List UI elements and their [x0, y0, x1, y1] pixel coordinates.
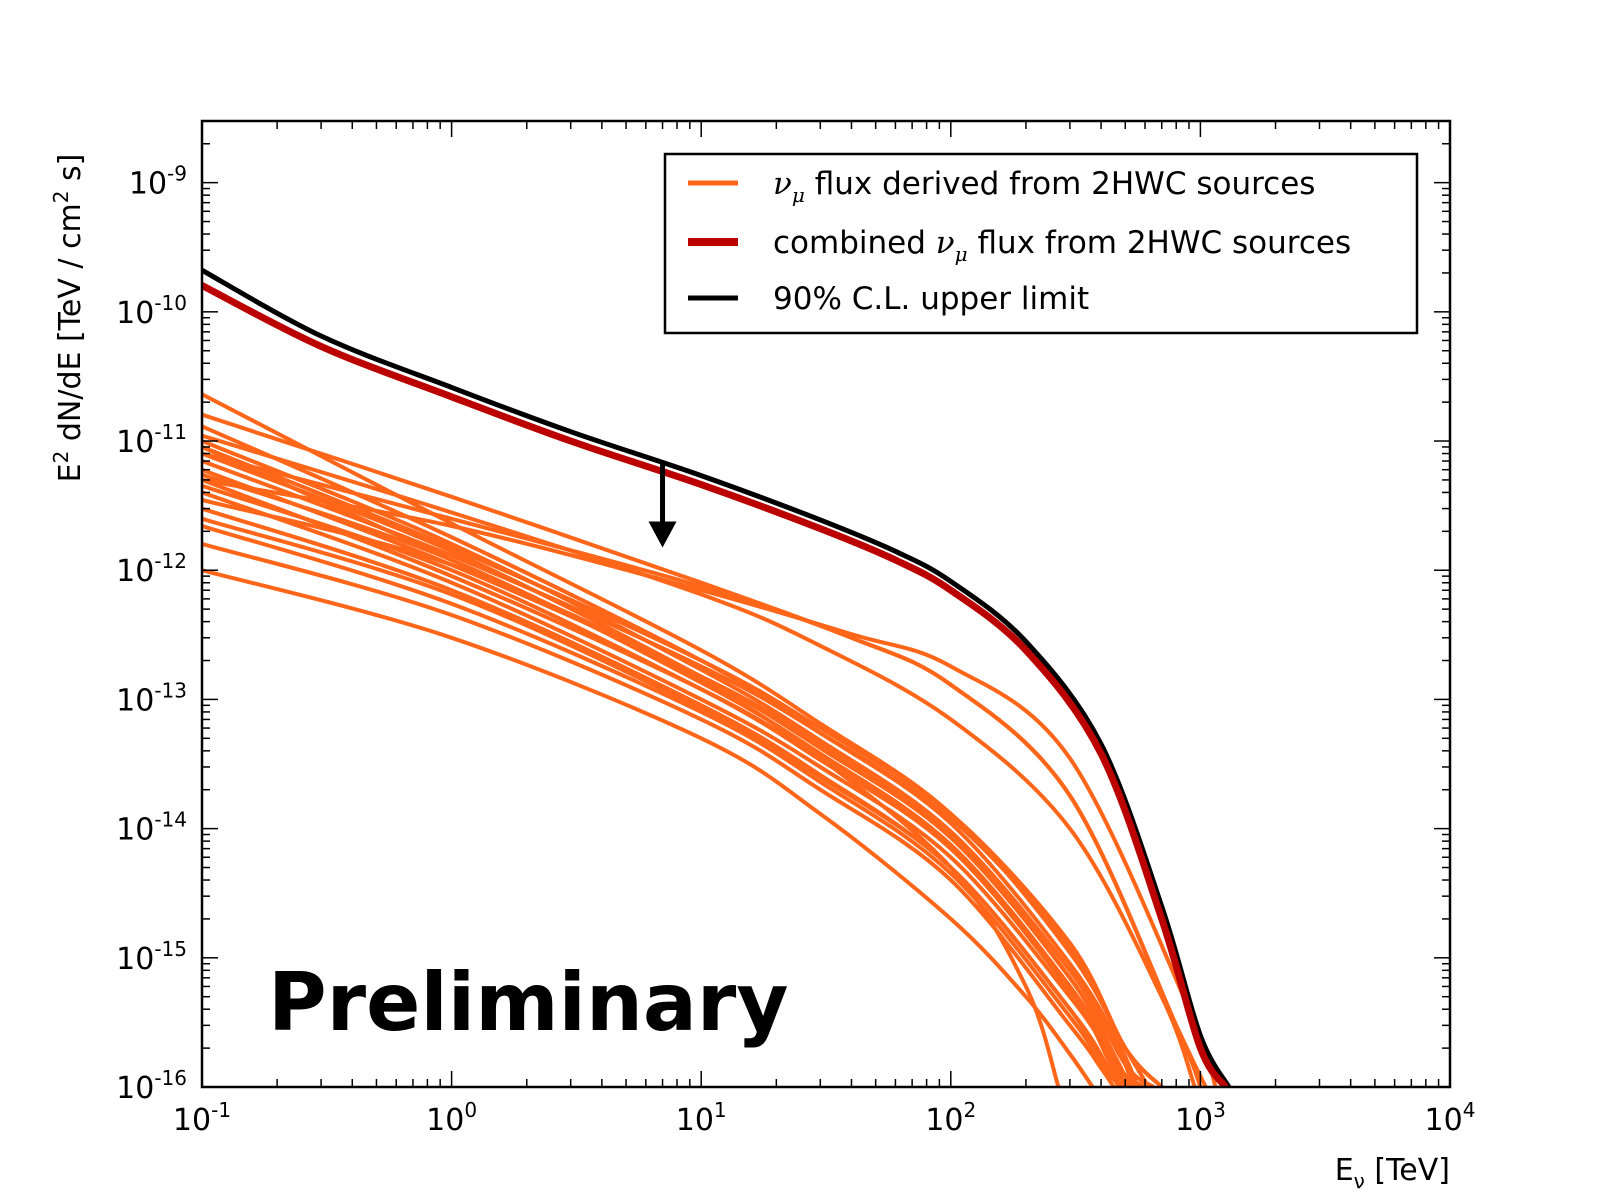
x-tick-label: 101	[676, 1098, 727, 1138]
x-tick-label: 104	[1425, 1098, 1476, 1138]
y-tick-label: 10-13	[116, 678, 187, 718]
x-tick-label: 10-1	[173, 1098, 231, 1138]
y-tick-label: 10-11	[116, 420, 187, 460]
preliminary-watermark: Preliminary	[268, 956, 789, 1049]
y-axis-label: E2 dN/dE [TeV / cm2 s]	[49, 154, 88, 483]
y-tick-label: 10-9	[129, 162, 187, 202]
series-source-line-12	[202, 541, 1116, 1087]
series-source-line-23	[202, 497, 1134, 1087]
series-source-line-15	[202, 451, 1203, 1087]
x-axis-label: Eν [TeV]	[1335, 1153, 1450, 1193]
series-source-line-18	[202, 439, 1136, 1087]
series-source-line-22	[202, 516, 1121, 1087]
legend-label-upper-limit: 90% C.L. upper limit	[773, 281, 1089, 317]
series-source-line-4	[202, 433, 1197, 1087]
x-tick-label: 102	[925, 1098, 976, 1138]
upper-limit-arrow	[648, 461, 677, 548]
x-tick-label: 103	[1175, 1098, 1226, 1138]
series-source-line-3	[202, 477, 1218, 1087]
y-tick-label: 10-16	[116, 1066, 187, 1106]
series-source-line-21	[202, 483, 1126, 1087]
series-upper-limit-line-0	[202, 267, 1232, 1087]
series-source-line-20	[202, 472, 1128, 1087]
legend-label-combined: combined νμ flux from 2HWC sources	[773, 225, 1351, 266]
plot-frame	[200, 119, 1452, 1089]
series-source-line-17	[202, 424, 1140, 1087]
series-source-line-16	[202, 392, 1151, 1087]
series-source-line-11	[202, 524, 1123, 1087]
upper-limit-arrow-head	[648, 521, 677, 548]
y-tick-label: 10-10	[116, 291, 187, 331]
series-layer	[202, 267, 1232, 1087]
y-tick-labels: 10-16 10-15 10-14 10-13 10-12 10-11 10-10 10-9	[116, 162, 187, 1106]
legend: νμ flux derived from 2HWC sources combin…	[663, 152, 1419, 335]
x-tick-labels: 10-1 100 101 102 103 104	[173, 1098, 1476, 1138]
y-tick-label: 10-12	[116, 549, 187, 589]
legend-box	[663, 152, 1419, 335]
y-tick-label: 10-14	[116, 808, 187, 848]
legend-label-sources: νμ flux derived from 2HWC sources	[773, 166, 1315, 207]
y-tick-label: 10-15	[116, 937, 187, 977]
x-tick-label: 100	[426, 1098, 477, 1138]
series-combined-line-1	[202, 282, 1229, 1087]
series-source-line-13	[202, 568, 1095, 1087]
